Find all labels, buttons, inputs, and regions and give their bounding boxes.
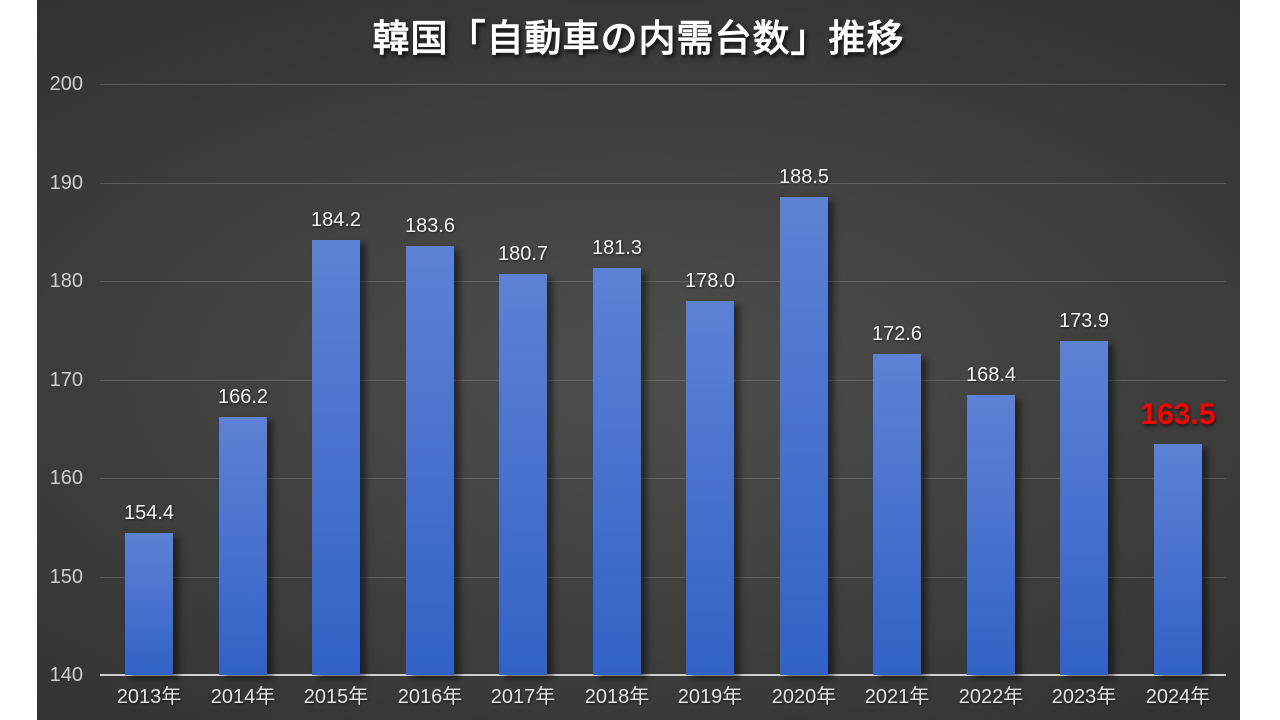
value-label-2020年: 188.5 <box>778 166 830 188</box>
x-axis-category-label: 2019年 <box>677 686 743 708</box>
x-axis-category-label: 2018年 <box>584 686 650 708</box>
bar-2014年 <box>219 417 267 675</box>
bar-2023年 <box>1060 341 1108 675</box>
x-axis-line <box>100 674 1226 676</box>
bar-2024年 <box>1154 444 1202 675</box>
x-axis-category-label: 2021年 <box>864 686 930 708</box>
value-label-2013年: 154.4 <box>123 502 175 524</box>
gridline-200 <box>100 84 1226 85</box>
y-axis-tick-label: 180 <box>49 270 83 292</box>
bar-2021年 <box>873 354 921 675</box>
x-axis-category-label: 2023年 <box>1051 686 1117 708</box>
bar-2016年 <box>406 246 454 675</box>
gridline-190 <box>100 183 1226 184</box>
value-label-2022年: 168.4 <box>965 364 1017 386</box>
value-label-2021年: 172.6 <box>871 323 923 345</box>
chart-title: 韓国「自動車の内需台数」推移 <box>372 18 905 59</box>
value-label-2024年: 163.5 <box>1140 398 1216 431</box>
gridline-170 <box>100 380 1226 381</box>
bar-2022年 <box>967 395 1015 675</box>
bar-2013年 <box>125 533 173 675</box>
bar-2015年 <box>312 240 360 675</box>
x-axis-category-label: 2015年 <box>303 686 369 708</box>
x-axis-category-label: 2022年 <box>958 686 1024 708</box>
y-axis-tick-label: 150 <box>49 566 83 588</box>
bar-2018年 <box>593 268 641 675</box>
value-label-2015年: 184.2 <box>310 209 362 231</box>
y-axis-tick-label: 170 <box>49 369 83 391</box>
value-label-2016年: 183.6 <box>404 215 456 237</box>
x-axis-category-label: 2016年 <box>397 686 463 708</box>
y-axis-tick-label: 160 <box>49 467 83 489</box>
value-label-2023年: 173.9 <box>1058 310 1110 332</box>
x-axis-category-label: 2024年 <box>1145 686 1211 708</box>
value-label-2017年: 180.7 <box>497 243 549 265</box>
x-axis-category-label: 2013年 <box>116 686 182 708</box>
y-axis-tick-label: 190 <box>49 172 83 194</box>
y-axis-tick-label: 200 <box>49 73 83 95</box>
slide: 韓国「自動車の内需台数」推移 140 150 160 170 180 190 200 154.… <box>37 0 1240 720</box>
y-axis-tick-label: 140 <box>49 664 83 686</box>
gridline-180 <box>100 281 1226 282</box>
value-label-2014年: 166.2 <box>217 386 269 408</box>
x-axis-category-label: 2014年 <box>210 686 276 708</box>
x-axis-category-label: 2017年 <box>490 686 556 708</box>
value-label-2018年: 181.3 <box>591 237 643 259</box>
bar-2020年 <box>780 197 828 675</box>
value-label-2019年: 178.0 <box>684 270 736 292</box>
bar-2019年 <box>686 301 734 675</box>
gridline-160 <box>100 478 1226 479</box>
x-axis-category-label: 2020年 <box>771 686 837 708</box>
gridline-150 <box>100 577 1226 578</box>
bar-2017年 <box>499 274 547 675</box>
